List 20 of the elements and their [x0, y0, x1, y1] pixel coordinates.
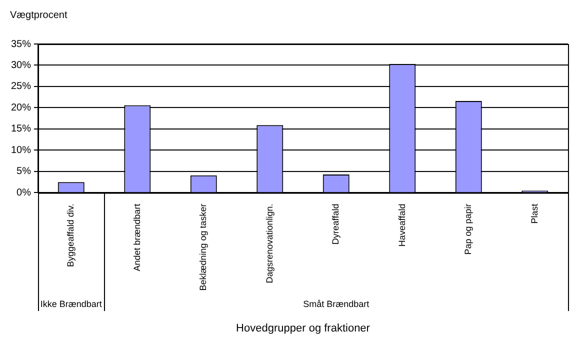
- y-tick-label: 0%: [16, 188, 32, 198]
- y-axis-title: Vægtprocent: [10, 10, 68, 21]
- x-tick-label: Dagsrenovationlign.: [264, 204, 274, 284]
- x-tick-label: Beklædning og tasker: [198, 204, 208, 291]
- y-tick-label: 35%: [11, 38, 32, 50]
- x-tick-label: Byggeaffald div.: [66, 204, 76, 267]
- x-tick-label: Andet brændbart: [132, 203, 142, 272]
- y-tick-label: 20%: [11, 102, 32, 114]
- text: Ikke Brændbart: [40, 299, 102, 309]
- x-tick-label: Pap og papir: [463, 204, 474, 255]
- x-tick-label: Haveaffald: [396, 204, 407, 247]
- y-tick-label: 10%: [11, 145, 32, 156]
- y-tick-label: 25%: [11, 81, 32, 92]
- y-tick-label: 30%: [11, 60, 32, 71]
- x-tick-label: Dyreaffald: [330, 204, 341, 245]
- x-tick-label: Plast: [529, 203, 540, 224]
- text: Småt Brændbart: [303, 299, 370, 309]
- y-tick-label: 5%: [16, 166, 32, 178]
- y-tick-label: 15%: [11, 124, 32, 135]
- x-axis-title: Hovedgrupper og fraktioner: [236, 322, 370, 334]
